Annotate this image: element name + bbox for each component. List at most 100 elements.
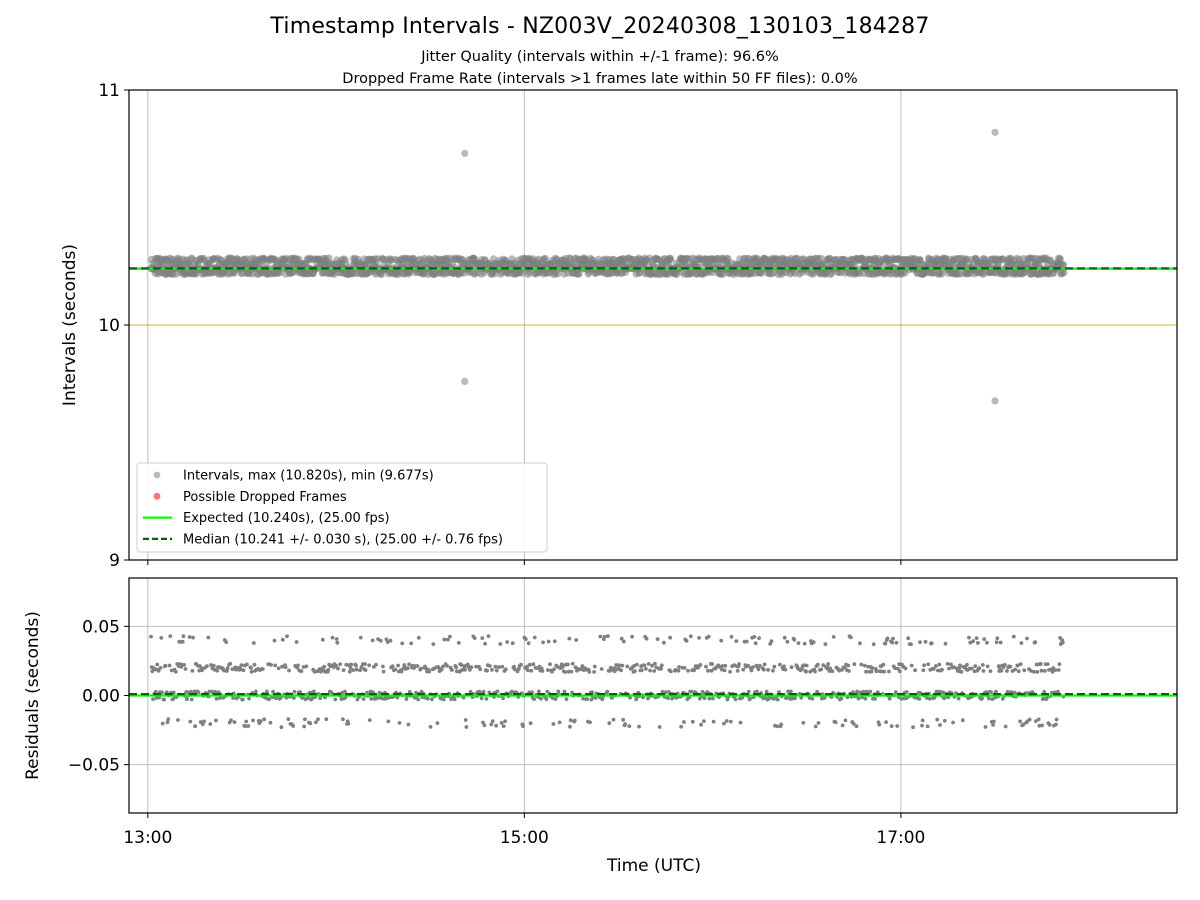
residual-point (890, 640, 895, 645)
residual-point (858, 641, 862, 646)
residual-point (882, 669, 886, 674)
residual-point (436, 665, 441, 670)
residual-point (909, 663, 914, 668)
residual-point (644, 667, 648, 671)
legend: Intervals, max (10.820s), min (9.677s) Po… (136, 462, 548, 553)
residual-point (720, 664, 725, 668)
residual-point (831, 635, 836, 639)
residual-point (615, 663, 619, 668)
residual-point (499, 721, 504, 725)
residual-point (503, 719, 507, 724)
residual-point (489, 722, 494, 727)
intervals-y-axis-label: Intervals (seconds) (60, 244, 80, 406)
intervals-y-tick-label: 10 (98, 316, 120, 336)
residual-point (909, 642, 913, 647)
residual-point (699, 722, 703, 727)
residual-point (363, 662, 367, 666)
residual-point (185, 697, 189, 702)
x-tick-label: 17:00 (876, 828, 925, 848)
residual-point (155, 662, 160, 667)
residual-point (871, 642, 876, 647)
residual-point (338, 662, 342, 667)
residual-point (314, 720, 318, 725)
residual-point (688, 634, 693, 639)
residual-point (755, 689, 759, 694)
residual-point (450, 668, 454, 672)
residual-point (999, 668, 1004, 673)
residual-point (529, 668, 534, 673)
residual-point (374, 662, 378, 667)
residual-point (936, 668, 940, 673)
residual-point (600, 697, 605, 702)
residual-point (280, 637, 285, 642)
residual-point (501, 696, 505, 701)
residual-point (1021, 722, 1026, 727)
residual-point (723, 663, 728, 668)
residual-point (697, 636, 701, 640)
residual-point (336, 666, 340, 671)
residual-point (568, 724, 572, 729)
residual-point (689, 689, 694, 694)
residual-point (341, 717, 345, 722)
residual-point (448, 634, 452, 639)
residual-point (762, 667, 766, 672)
interval-outlier-point (991, 397, 999, 405)
residual-point (620, 663, 625, 668)
residual-point (472, 636, 477, 640)
residual-point (324, 717, 329, 722)
intervals-y-tick-label: 9 (109, 551, 120, 571)
residual-point (168, 634, 173, 638)
residual-point (367, 718, 372, 722)
residual-point (804, 663, 809, 668)
residual-point (991, 719, 996, 724)
residual-point (292, 689, 297, 694)
residual-point (995, 636, 1000, 641)
residual-point (899, 696, 904, 701)
legend-box (136, 462, 548, 553)
residual-point (346, 721, 351, 726)
residual-point (762, 662, 767, 667)
residual-point (265, 689, 269, 694)
residual-point (150, 669, 155, 674)
residual-point (246, 724, 251, 728)
residual-point (1032, 669, 1036, 674)
residual-point (990, 697, 995, 701)
residual-point (956, 696, 961, 701)
residual-point (757, 636, 761, 640)
residual-point (1003, 663, 1007, 667)
residual-point (200, 668, 204, 673)
residual-point (1025, 636, 1029, 641)
residual-point (869, 669, 874, 674)
residual-point (428, 725, 433, 729)
residual-point (211, 663, 216, 668)
residual-point (918, 640, 922, 644)
residual-point (349, 662, 354, 667)
residual-point (1033, 640, 1038, 644)
residual-point (334, 637, 339, 641)
residual-point (931, 667, 936, 671)
residual-point (279, 725, 284, 730)
residual-point (176, 718, 180, 722)
residual-point (526, 668, 530, 673)
residual-point (752, 634, 757, 639)
residual-point (406, 722, 411, 727)
residual-point (552, 667, 556, 671)
residual-point (873, 697, 877, 701)
residual-point (251, 641, 256, 645)
residual-point (445, 664, 449, 668)
residual-point (193, 724, 198, 729)
residual-point (679, 724, 683, 729)
residual-point (280, 664, 284, 669)
residual-point (367, 663, 371, 668)
residual-point (989, 690, 993, 694)
residual-point (813, 669, 817, 674)
residual-point (334, 663, 338, 668)
residual-point (610, 696, 614, 700)
residual-point (1005, 689, 1010, 694)
residual-point (852, 662, 857, 667)
residual-point (1040, 723, 1044, 728)
residual-point (469, 665, 474, 670)
residual-point (587, 670, 592, 674)
residual-point (936, 689, 941, 694)
residual-point (893, 690, 898, 694)
